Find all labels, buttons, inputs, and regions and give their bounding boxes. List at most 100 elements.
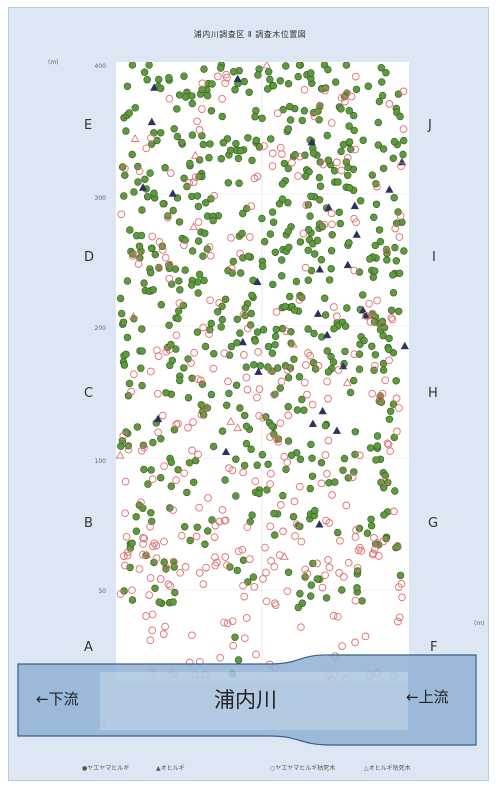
data-point bbox=[308, 472, 317, 480]
data-point bbox=[385, 415, 394, 423]
data-point bbox=[124, 445, 133, 454]
data-point bbox=[211, 553, 219, 562]
data-point bbox=[284, 568, 293, 576]
y-unit-label: (m) bbox=[48, 59, 59, 66]
data-point bbox=[218, 315, 227, 324]
data-point bbox=[283, 366, 292, 374]
data-point bbox=[189, 478, 198, 486]
data-point bbox=[155, 598, 163, 606]
data-point bbox=[180, 241, 188, 250]
data-point bbox=[395, 613, 404, 622]
zone-label-left: C bbox=[84, 386, 94, 401]
data-point bbox=[254, 71, 262, 79]
data-point bbox=[174, 307, 183, 315]
data-point bbox=[315, 265, 324, 273]
data-point bbox=[188, 131, 197, 139]
data-point bbox=[351, 533, 360, 541]
data-point bbox=[224, 377, 232, 386]
data-point bbox=[329, 611, 338, 620]
data-point bbox=[233, 566, 242, 575]
data-point bbox=[266, 480, 274, 488]
data-point bbox=[213, 558, 221, 567]
data-point bbox=[184, 423, 192, 432]
data-point bbox=[282, 327, 290, 335]
data-point bbox=[330, 325, 338, 333]
data-point bbox=[199, 323, 208, 332]
data-point bbox=[135, 565, 144, 573]
data-point bbox=[315, 103, 324, 111]
data-point bbox=[128, 252, 137, 260]
data-point bbox=[145, 591, 154, 599]
data-point bbox=[203, 527, 212, 535]
data-point bbox=[307, 192, 315, 201]
data-point bbox=[228, 617, 237, 626]
data-point bbox=[269, 280, 277, 289]
data-point bbox=[231, 86, 239, 94]
data-point bbox=[332, 158, 341, 167]
data-point bbox=[251, 337, 260, 345]
data-point bbox=[144, 480, 152, 488]
data-point bbox=[253, 461, 261, 469]
data-point bbox=[395, 269, 404, 278]
data-point bbox=[199, 252, 207, 260]
data-point bbox=[350, 350, 359, 359]
data-point bbox=[193, 375, 202, 384]
data-point bbox=[337, 105, 345, 113]
data-point bbox=[258, 214, 266, 223]
data-point bbox=[228, 669, 237, 678]
data-point bbox=[342, 501, 351, 510]
data-point bbox=[221, 79, 230, 88]
data-point bbox=[227, 264, 236, 273]
data-point bbox=[294, 172, 302, 180]
data-point bbox=[374, 118, 382, 127]
data-point bbox=[323, 469, 331, 478]
data-point bbox=[138, 325, 146, 333]
data-point bbox=[382, 534, 390, 543]
data-point bbox=[199, 411, 208, 419]
data-point bbox=[220, 516, 229, 525]
data-point bbox=[361, 311, 370, 319]
data-point bbox=[251, 477, 260, 486]
data-point bbox=[181, 563, 190, 571]
data-point bbox=[149, 438, 157, 447]
data-point bbox=[387, 313, 396, 322]
data-point bbox=[318, 406, 327, 415]
data-point bbox=[138, 381, 146, 390]
data-point bbox=[302, 201, 311, 209]
data-point bbox=[159, 630, 168, 638]
data-point bbox=[304, 325, 312, 333]
data-point bbox=[189, 178, 198, 186]
data-point bbox=[133, 251, 142, 260]
data-point bbox=[218, 94, 226, 103]
data-point bbox=[261, 237, 269, 246]
data-point bbox=[342, 89, 351, 98]
data-point bbox=[379, 145, 388, 153]
data-point bbox=[253, 393, 261, 402]
data-point bbox=[236, 249, 245, 258]
data-point bbox=[209, 216, 217, 225]
data-point bbox=[278, 195, 287, 203]
data-point bbox=[363, 529, 372, 537]
data-point bbox=[315, 116, 323, 124]
data-point bbox=[381, 471, 390, 480]
data-point bbox=[324, 394, 332, 403]
data-point bbox=[142, 550, 152, 559]
data-point bbox=[321, 421, 330, 430]
data-point bbox=[220, 349, 229, 358]
data-point bbox=[117, 309, 126, 318]
data-point bbox=[117, 210, 126, 219]
data-point bbox=[218, 112, 227, 121]
data-point bbox=[193, 117, 201, 126]
data-point bbox=[196, 657, 204, 666]
data-point bbox=[170, 558, 178, 566]
data-point bbox=[205, 243, 214, 251]
data-point bbox=[194, 237, 203, 245]
data-point bbox=[393, 541, 402, 550]
data-point bbox=[373, 442, 382, 450]
data-point bbox=[150, 539, 159, 548]
data-point bbox=[155, 238, 164, 246]
data-point bbox=[292, 520, 301, 529]
data-point bbox=[259, 413, 268, 422]
data-point bbox=[327, 247, 336, 255]
data-point bbox=[308, 400, 317, 409]
